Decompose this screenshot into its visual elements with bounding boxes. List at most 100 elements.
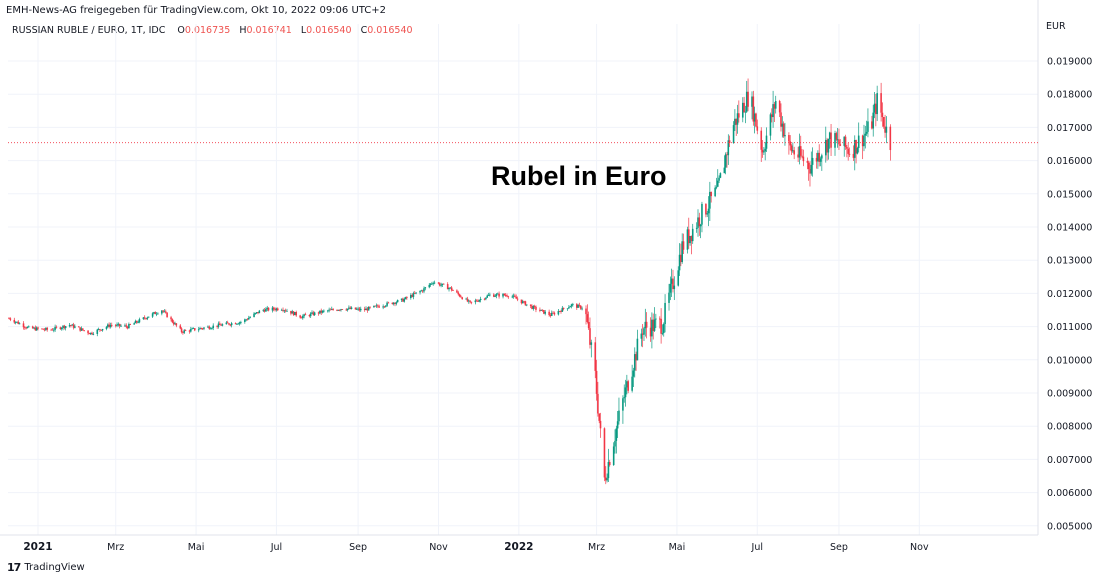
candle-body [828, 132, 831, 139]
candle-body [699, 224, 702, 227]
candle-body [266, 307, 269, 309]
candle-body [246, 319, 249, 321]
candle-body [644, 321, 647, 329]
candle-body [753, 113, 756, 122]
candle-body [280, 309, 283, 311]
candle-body [598, 413, 600, 421]
candle-body [626, 381, 628, 388]
candle-body [8, 318, 10, 320]
candle-body [155, 313, 158, 315]
candle-body [687, 229, 690, 244]
candle-body [765, 135, 768, 149]
candle-body [175, 323, 178, 326]
candle-body [440, 284, 442, 286]
candle-body [764, 148, 766, 152]
candle-body [549, 314, 552, 316]
candle-body [63, 325, 66, 329]
candle-body [774, 101, 777, 109]
candle-body [660, 318, 662, 334]
candle-body [612, 446, 615, 466]
candle-body [341, 309, 344, 310]
candle-body [402, 298, 404, 302]
candle-body [698, 217, 701, 227]
candle-body [655, 318, 657, 320]
candle-body [701, 203, 703, 225]
candle-body [673, 285, 676, 290]
candle-body [532, 306, 535, 309]
candle-body [624, 387, 627, 398]
candle-body [60, 327, 63, 330]
candle-body [383, 306, 386, 308]
candle-body [374, 305, 377, 307]
candle-body [778, 101, 781, 113]
y-tick-label: 0.015000 [1047, 189, 1092, 200]
candle-body [669, 283, 672, 293]
candle-body [74, 326, 76, 328]
candle-body [756, 126, 759, 131]
candle-body [493, 294, 495, 297]
tradingview-brand[interactable]: 𝟭𝟳 TradingView [7, 561, 85, 574]
symbol-label[interactable]: RUSSIAN RUBLE / EURO, 1T, IDC [12, 25, 166, 36]
candle-body [645, 321, 648, 328]
candle-body [88, 333, 91, 335]
candle-body [392, 302, 395, 305]
candle-body [496, 293, 499, 295]
chart-title: Rubel in Euro [491, 161, 667, 191]
candle-body [516, 298, 519, 300]
candle-body [180, 328, 183, 333]
candle-body [62, 325, 64, 328]
candle-body [249, 316, 251, 318]
candle-body [507, 296, 510, 298]
low-value: 0.016540 [306, 25, 352, 36]
candle-body [421, 290, 424, 292]
candle-body [631, 376, 633, 391]
candle-body [857, 135, 860, 149]
candle-body [312, 312, 315, 316]
candle-body [254, 313, 257, 314]
candle-body [172, 322, 175, 325]
candle-body [503, 293, 506, 296]
candle-body [22, 323, 25, 328]
candle-body [80, 328, 83, 331]
candle-body [855, 140, 857, 154]
candle-body [54, 326, 56, 330]
candle-body [661, 332, 664, 334]
candle-body [552, 312, 554, 314]
candle-body [114, 325, 117, 327]
candle-body [678, 254, 681, 271]
close-value: 0.016540 [367, 25, 413, 36]
candle-body [41, 328, 43, 330]
candle-body [861, 135, 864, 147]
candle-body [359, 308, 362, 311]
candle-body [332, 309, 334, 311]
candle-body [303, 314, 305, 317]
candle-body [182, 332, 184, 333]
candle-body [752, 96, 755, 122]
candle-body [273, 307, 275, 310]
candle-body [784, 135, 786, 137]
candle-body [107, 324, 109, 327]
candle-body [521, 301, 524, 304]
x-tick-label: Mrz [107, 542, 124, 553]
candle-body [640, 333, 643, 339]
candle-body [524, 301, 527, 306]
candle-body [143, 317, 146, 319]
candle-body [99, 329, 101, 330]
candle-body [367, 306, 370, 311]
candle-body [183, 330, 186, 333]
candle-body [735, 118, 738, 125]
candle-body [514, 295, 516, 297]
candle-body [142, 317, 145, 320]
candle-body [92, 333, 95, 335]
y-axis-unit: EUR [1046, 21, 1066, 32]
candle-body [664, 302, 666, 325]
candle-body [553, 312, 556, 315]
candle-body [867, 121, 869, 132]
candle-body [561, 307, 564, 312]
candle-body [438, 283, 441, 286]
y-tick-label: 0.017000 [1047, 123, 1092, 134]
candle-body [658, 318, 661, 320]
candle-body [585, 308, 587, 315]
candle-body [338, 309, 341, 311]
